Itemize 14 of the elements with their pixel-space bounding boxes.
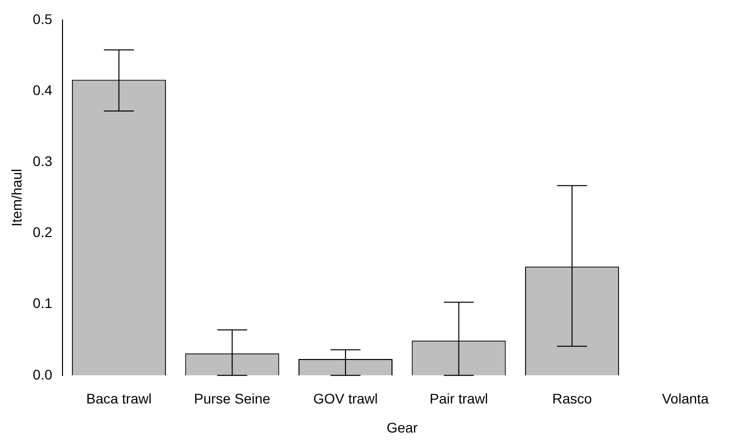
y-axis-title: Item/haul [8,168,24,226]
x-tick-label: Rasco [552,390,592,407]
x-tick-label: Baca trawl [86,390,152,407]
x-tick-label: Purse Seine [194,390,271,407]
y-tick-label: 0.2 [32,224,52,240]
y-tick-label: 0.0 [32,366,52,382]
x-tick-label: Volanta [662,390,709,407]
y-tick-label: 0.5 [32,10,52,27]
x-axis-title: Gear [386,419,418,436]
y-tick-label: 0.3 [32,153,52,170]
y-tick-label: 0.1 [32,295,52,312]
y-tick-label: 0.4 [32,82,52,98]
x-tick-label: GOV trawl [313,390,378,407]
x-tick-label: Pair trawl [430,390,488,407]
